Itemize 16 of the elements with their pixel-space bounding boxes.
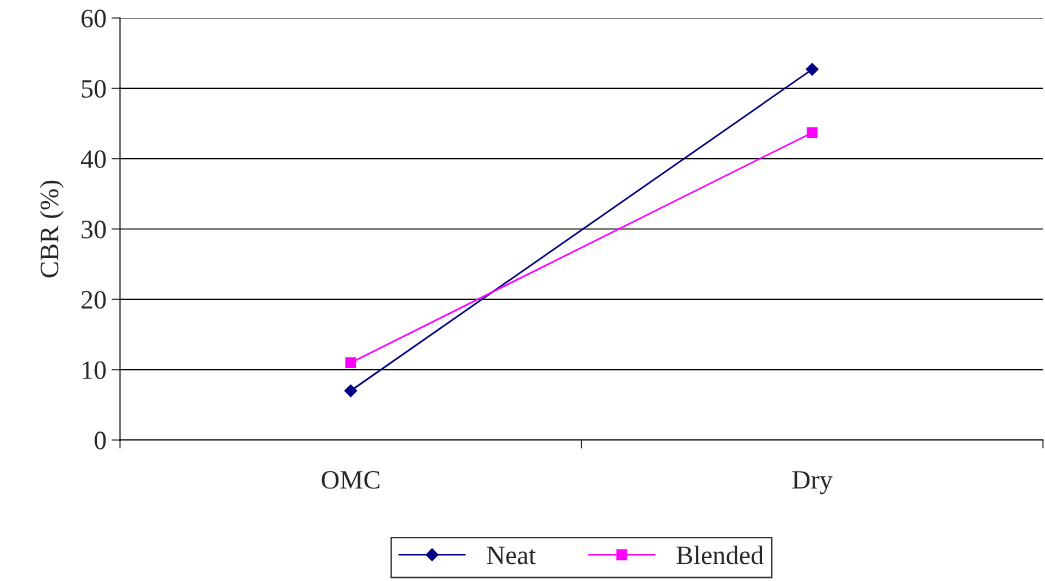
y-tick-label: 40 xyxy=(80,150,106,169)
x-tick-label: OMC xyxy=(321,471,380,489)
legend-label: Neat xyxy=(486,546,536,565)
y-axis-title: CBR (%) xyxy=(39,180,64,278)
x-tick-label: Dry xyxy=(792,471,833,495)
legend-label: Blended xyxy=(676,545,764,565)
point xyxy=(344,384,358,398)
point xyxy=(345,357,357,369)
y-tick-label: 50 xyxy=(81,79,106,98)
y-tick-label: 60 xyxy=(81,9,106,28)
y-tick-label: 30 xyxy=(81,220,106,239)
point xyxy=(805,62,819,76)
point xyxy=(806,127,818,139)
y-tick-label: 20 xyxy=(81,290,106,309)
y-tick-label: 10 xyxy=(82,361,106,380)
y-tick-label: 0 xyxy=(94,431,106,450)
